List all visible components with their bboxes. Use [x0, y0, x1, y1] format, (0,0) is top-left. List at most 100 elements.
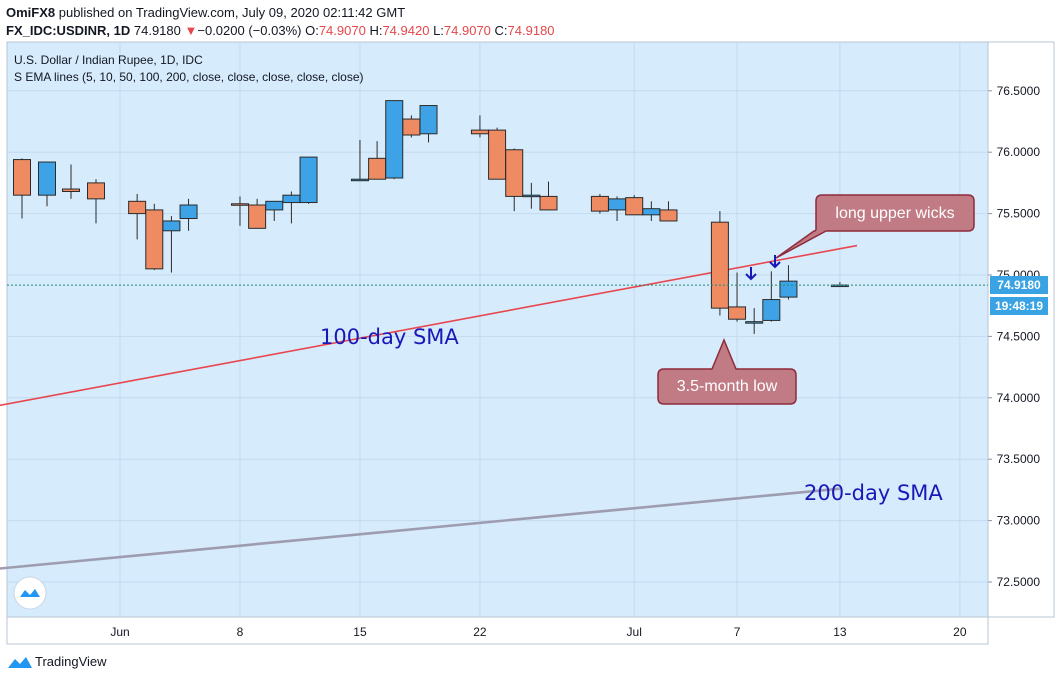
candle-2020-05-28 [38, 161, 56, 207]
candle-2020-06-03 [145, 203, 164, 271]
candle-2020-07-07 [728, 272, 747, 322]
candle-2020-06-01 [87, 179, 105, 224]
wicks-callout: long upper wicks [775, 194, 975, 259]
y-tick-label: 73.5000 [997, 452, 1041, 466]
sma100-label: 100-day SMA [320, 325, 459, 349]
candle-2020-06-12 [299, 156, 318, 204]
candle-body [608, 198, 627, 211]
x-tick-label: 22 [473, 625, 487, 639]
candle-body [642, 208, 661, 216]
candle-body [162, 220, 181, 232]
candle-2020-06-10 [265, 200, 284, 221]
open-label: O: [305, 23, 319, 38]
change-arrow-icon: ▼ [184, 23, 198, 38]
low-value: 74.9070 [443, 23, 491, 38]
candle-body [145, 209, 164, 270]
header: OmiFX8 published on TradingView.com, Jul… [6, 3, 1056, 41]
candle-body [368, 157, 387, 180]
candle-2020-06-18 [402, 115, 421, 138]
y-tick-label: 73.0000 [997, 514, 1041, 528]
high-value: 74.9420 [382, 23, 430, 38]
low-label: L: [433, 23, 444, 38]
candle-body [522, 194, 541, 198]
x-tick-label: Jun [110, 625, 129, 639]
time-axis-labels: Jun 8 15 22 Jul 7 13 20 [110, 625, 967, 639]
candle-body [299, 156, 318, 204]
candle-2020-06-23 [488, 127, 507, 180]
candle-2020-06-05 [179, 198, 198, 231]
candle-body [539, 195, 558, 211]
sma200-label: 200-day SMA [804, 481, 943, 505]
low-callout: 3.5-month low [657, 338, 797, 405]
candle-body [779, 280, 798, 298]
candle-body [710, 221, 729, 309]
candle-body [350, 178, 369, 182]
open-value: 74.9070 [318, 23, 366, 38]
tradingview-logo-icon [20, 589, 40, 597]
x-tick-label: 13 [833, 625, 847, 639]
high-label: H: [369, 23, 383, 38]
y-tick-label: 76.0000 [997, 145, 1041, 159]
candles [13, 100, 849, 334]
price-axis-pane[interactable] [987, 41, 1055, 618]
candle-body [659, 209, 678, 222]
candle-2020-07-03 [659, 201, 678, 222]
author[interactable]: OmiFX8 [6, 5, 56, 20]
wicks-callout-text: long upper wicks [835, 205, 954, 222]
candle-2020-07-08 [745, 308, 764, 334]
published-text: published on TradingView.com, July 09, 2… [55, 5, 406, 20]
x-tick-label: 20 [953, 625, 967, 639]
y-tick-label: 72.5000 [997, 575, 1041, 589]
candle-body [505, 149, 524, 197]
arrow-down-icon [745, 267, 757, 281]
sma-lines [0, 244, 858, 570]
candle-body [230, 203, 249, 206]
candle-2020-06-15 [350, 139, 369, 182]
candle-2020-06-02 [128, 193, 147, 240]
candle-body [590, 195, 609, 212]
candle-body [728, 306, 747, 320]
current-price-tag: 74.9180 19:48:19 [990, 276, 1048, 315]
candle-body [62, 188, 80, 192]
publish-line: OmiFX8 published on TradingView.com, Jul… [6, 5, 405, 20]
y-tick-label: 75.5000 [997, 207, 1041, 221]
candle-2020-06-09 [248, 198, 267, 229]
close-label: C: [494, 23, 508, 38]
candle-body [87, 182, 105, 200]
candle-body [128, 200, 147, 215]
symbol[interactable]: FX_IDC:USDINR, 1D [6, 23, 131, 38]
x-tick-label: 7 [734, 625, 741, 639]
arrow-down-icon [769, 255, 781, 269]
candle-2020-07-09 [762, 271, 781, 322]
candle-body [38, 161, 56, 196]
candle-2020-07-01 [625, 195, 644, 216]
y-tick-label: 76.5000 [997, 84, 1041, 98]
candle-body [385, 100, 404, 179]
grid-lines [7, 42, 988, 617]
footer-brand: TradingView [35, 654, 107, 670]
candle-2020-06-24 [505, 148, 524, 212]
candle-2020-06-04 [162, 216, 181, 273]
x-tick-label: 15 [353, 625, 367, 639]
last-price: 74.9180 [133, 23, 181, 38]
candle-body [488, 129, 507, 180]
candle-2020-06-19 [419, 105, 438, 143]
candle-body [762, 299, 781, 321]
candle-body [402, 118, 421, 136]
wick-arrows [745, 255, 781, 281]
sma200-line [0, 487, 841, 570]
ohlc-line: FX_IDC:USDINR, 1D 74.9180 ▼−0.0200 (−0.0… [6, 23, 555, 38]
candle-2020-06-26 [539, 181, 558, 211]
candle-body [13, 159, 31, 196]
x-tick-label: 8 [237, 625, 244, 639]
time-axis-pane[interactable] [6, 616, 989, 645]
tradingview-logo-icon [8, 656, 32, 668]
candle-body [248, 204, 267, 229]
tradingview-badge[interactable] [13, 576, 47, 610]
candle-body [419, 105, 438, 135]
current-price-label: 74.9180 [997, 278, 1041, 292]
candle-body [265, 200, 284, 211]
footer[interactable]: TradingView [8, 653, 107, 673]
candle-2020-06-17 [385, 100, 404, 180]
